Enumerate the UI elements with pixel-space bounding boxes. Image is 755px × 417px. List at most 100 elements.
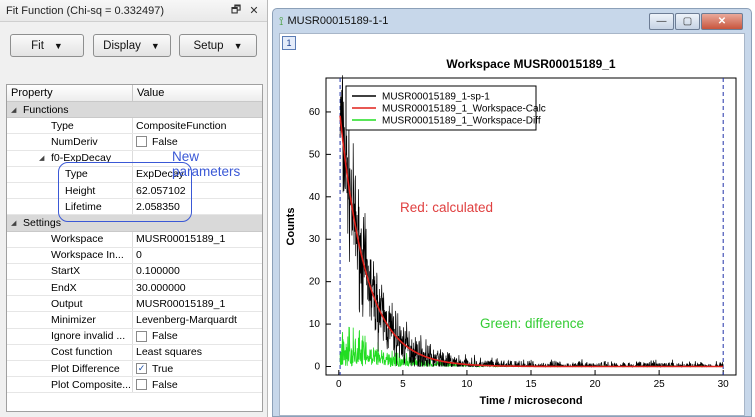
property-group-row[interactable]: ◢ Settings <box>7 215 262 232</box>
y-axis-label: Counts <box>285 208 297 246</box>
y-tick-label: 20 <box>309 277 321 288</box>
red-annotation: Red: calculated <box>400 200 493 215</box>
property-row[interactable]: Ignore invalid ... False <box>7 328 262 345</box>
y-tick-label: 30 <box>309 234 321 245</box>
property-name: Type <box>7 166 133 182</box>
legend-box <box>345 85 537 131</box>
property-value[interactable]: False <box>133 379 262 391</box>
plot-canvas[interactable]: 1 Workspace MUSR00015189_1 0 5 10 15 20 25 30 0 1… <box>279 33 745 416</box>
expand-icon[interactable]: ◢ <box>11 219 17 227</box>
property-value-text: False <box>152 378 178 391</box>
y-tick-label: 50 <box>309 149 321 160</box>
property-name: Workspace <box>7 231 133 247</box>
property-value[interactable]: 30.000000 <box>133 282 262 294</box>
fit-function-dock: Fit Function (Chi-sq = 0.332497) 🗗 ✕ Fit… <box>0 0 268 417</box>
property-row[interactable]: ◢ f0-ExpDecay <box>7 150 262 167</box>
property-label: f0-ExpDecay <box>51 152 112 165</box>
property-label: Output <box>51 297 83 310</box>
property-value-text: Levenberg-Marquardt <box>136 314 237 327</box>
property-row[interactable]: Cost function Least squares <box>7 344 262 361</box>
fit-toolbar: Fit ▼ Display ▼ Setup ▼ <box>10 34 257 57</box>
property-group-row[interactable]: ◢ Functions <box>7 102 262 119</box>
checkbox[interactable] <box>136 136 147 148</box>
x-tick-label: 25 <box>654 379 666 390</box>
legend-label: MUSR00015189_1_Workspace-Diff <box>382 116 541 127</box>
property-value[interactable]: ExpDecay <box>133 168 262 180</box>
layer-badge[interactable]: 1 <box>282 36 296 50</box>
property-label: Type <box>65 168 88 181</box>
property-value[interactable]: MUSR00015189_1 <box>133 298 262 310</box>
property-value-text: 62.057102 <box>136 184 186 197</box>
setup-button[interactable]: Setup ▼ <box>179 34 257 57</box>
float-icon[interactable]: 🗗 <box>230 4 242 16</box>
property-row[interactable]: StartX 0.100000 <box>7 263 262 281</box>
checkbox[interactable] <box>136 379 147 391</box>
property-name: Lifetime <box>7 199 133 215</box>
property-value[interactable]: MUSR00015189_1 <box>133 233 262 245</box>
property-row[interactable]: Minimizer Levenberg-Marquardt <box>7 312 262 329</box>
checkbox[interactable] <box>136 330 147 342</box>
property-value[interactable]: CompositeFunction <box>133 120 262 132</box>
property-label: EndX <box>51 281 77 294</box>
checkbox[interactable]: ✓ <box>136 363 147 375</box>
plot-window-title-bar[interactable]: ⟟ MUSR00015189-1-1 — ▢ ✕ <box>273 9 751 33</box>
property-row[interactable]: NumDeriv False <box>7 134 262 151</box>
dock-title-bar[interactable]: Fit Function (Chi-sq = 0.332497) 🗗 ✕ <box>0 0 267 22</box>
value-column-header[interactable]: Value <box>137 87 165 99</box>
property-value[interactable]: False <box>133 136 262 148</box>
x-tick-label: 20 <box>590 379 602 390</box>
property-row[interactable]: Lifetime 2.058350 <box>7 199 262 216</box>
property-row[interactable]: Output MUSR00015189_1 <box>7 296 262 313</box>
property-row[interactable]: Type CompositeFunction <box>7 118 262 135</box>
property-row[interactable]: Workspace In... 0 <box>7 247 262 264</box>
property-label: NumDeriv <box>51 135 98 148</box>
property-value[interactable]: 62.057102 <box>133 185 262 197</box>
property-name: NumDeriv <box>7 134 133 150</box>
chart-svg[interactable]: Workspace MUSR00015189_1 0 5 10 15 20 25 30 0 10 2… <box>280 34 746 417</box>
property-value[interactable]: Levenberg-Marquardt <box>133 314 262 326</box>
property-name: Output <box>7 296 133 312</box>
property-value[interactable]: 0.100000 <box>133 265 262 277</box>
property-column-header[interactable]: Property <box>7 85 133 101</box>
property-name: ◢ Settings <box>7 215 133 230</box>
property-name: EndX <box>7 280 133 296</box>
minimize-button[interactable]: — <box>649 12 674 30</box>
y-tick-label: 60 <box>309 107 321 118</box>
property-name: Workspace In... <box>7 247 133 263</box>
property-name: StartX <box>7 263 133 280</box>
series-calc-line <box>339 115 724 368</box>
x-tick-label: 15 <box>525 379 537 390</box>
property-value[interactable]: Least squares <box>133 346 262 358</box>
property-value[interactable]: 2.058350 <box>133 201 262 213</box>
property-name: Ignore invalid ... <box>7 328 133 344</box>
property-value-text: Least squares <box>136 346 202 359</box>
property-name: Minimizer <box>7 312 133 328</box>
fit-button[interactable]: Fit ▼ <box>10 34 84 57</box>
property-row[interactable]: Plot Composite... False <box>7 377 262 394</box>
property-row[interactable]: Type ExpDecay <box>7 166 262 183</box>
y-tick-label: 10 <box>309 319 321 330</box>
property-value[interactable]: 0 <box>133 249 262 261</box>
maximize-button[interactable]: ▢ <box>675 12 700 30</box>
display-button[interactable]: Display ▼ <box>92 34 171 57</box>
property-row[interactable]: Height 62.057102 <box>7 182 262 200</box>
property-label: Plot Difference <box>51 362 120 375</box>
property-row[interactable]: Plot Difference ✓ True <box>7 361 262 378</box>
new-parameters-highlight <box>58 162 192 222</box>
property-row[interactable]: EndX 30.000000 <box>7 280 262 297</box>
fit-button-label: Fit <box>31 39 44 52</box>
property-value-text: MUSR00015189_1 <box>136 233 226 246</box>
x-tick-label: 30 <box>718 379 730 390</box>
property-row[interactable]: Workspace MUSR00015189_1 <box>7 231 262 248</box>
property-value[interactable]: False <box>133 330 262 342</box>
property-label: Cost function <box>51 346 113 359</box>
close-icon[interactable]: ✕ <box>249 5 259 17</box>
property-name: Type <box>7 118 133 134</box>
close-button[interactable]: ✕ <box>701 12 743 30</box>
expand-icon[interactable]: ◢ <box>39 155 45 163</box>
expand-icon[interactable]: ◢ <box>11 106 17 114</box>
property-label: Type <box>51 119 74 132</box>
property-value[interactable]: ✓ True <box>133 363 262 375</box>
property-value-text: 0.100000 <box>136 265 180 278</box>
x-tick-label: 10 <box>461 379 473 390</box>
